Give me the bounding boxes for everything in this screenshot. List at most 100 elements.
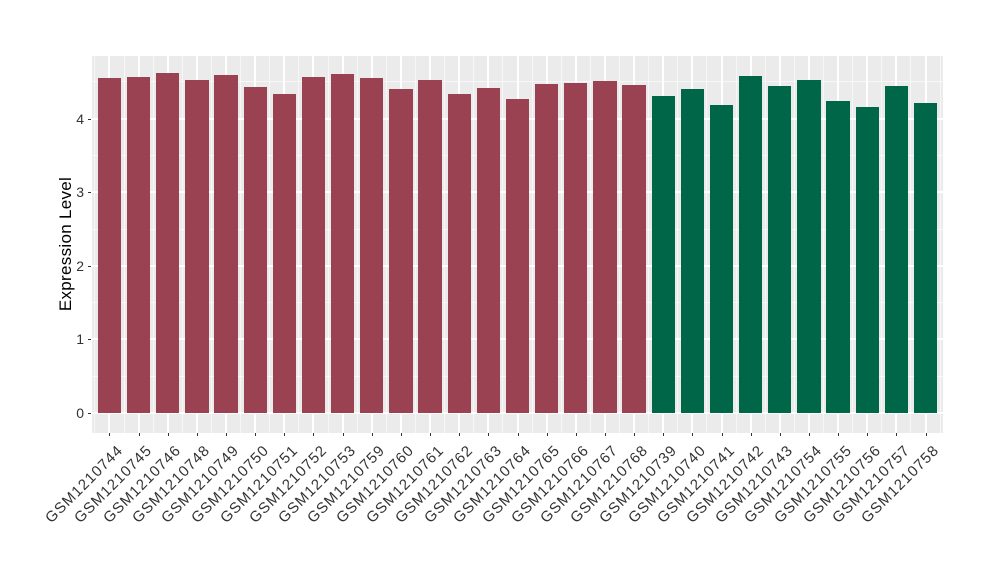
x-tick-mark [196, 433, 198, 436]
bar [330, 74, 355, 414]
bar [360, 78, 384, 414]
bar [884, 86, 909, 414]
y-tick-mark [88, 265, 91, 267]
v-gridline-minor [648, 56, 650, 433]
bar [214, 75, 238, 414]
x-tick-mark [517, 433, 519, 436]
y-tick-label: 3 [76, 184, 84, 201]
bar [797, 79, 821, 414]
v-gridline-minor [793, 56, 795, 433]
v-gridline-minor [735, 56, 737, 433]
x-tick-mark [546, 433, 548, 436]
bar [243, 86, 267, 414]
bar [738, 75, 763, 414]
bar [476, 88, 500, 414]
bar [768, 86, 792, 414]
v-gridline-minor [531, 56, 533, 433]
x-tick-mark [896, 433, 898, 436]
v-gridline-minor [764, 56, 766, 433]
bar [505, 98, 530, 414]
x-tick-mark [167, 433, 169, 436]
v-gridline-minor [269, 56, 271, 433]
x-tick-mark [138, 433, 140, 436]
bar [622, 84, 646, 414]
x-tick-mark [284, 433, 286, 436]
x-tick-mark [575, 433, 577, 436]
v-gridline-minor [152, 56, 154, 433]
bar [534, 83, 559, 414]
x-tick-mark [371, 433, 373, 436]
x-tick-mark [109, 433, 111, 436]
x-tick-mark [488, 433, 490, 436]
y-tick-label: 4 [76, 110, 84, 127]
y-tick-label: 2 [76, 257, 84, 274]
y-tick-label: 0 [76, 405, 84, 422]
v-gridline-minor [298, 56, 300, 433]
v-gridline-minor [502, 56, 504, 433]
x-tick-mark [400, 433, 402, 436]
x-tick-mark [808, 433, 810, 436]
x-tick-mark [838, 433, 840, 436]
v-gridline-minor [240, 56, 242, 433]
bar [301, 77, 326, 414]
x-tick-mark [313, 433, 315, 436]
v-gridline-minor [327, 56, 329, 433]
y-tick-label: 1 [76, 331, 84, 348]
y-tick-mark [88, 192, 91, 194]
bar [185, 79, 209, 414]
chart-panel [92, 56, 943, 433]
x-tick-mark [692, 433, 694, 436]
v-gridline-minor [181, 56, 183, 433]
x-tick-mark [721, 433, 723, 436]
x-tick-mark [750, 433, 752, 436]
x-tick-mark [925, 433, 927, 436]
bar [272, 93, 296, 414]
x-tick-mark [779, 433, 781, 436]
x-tick-mark [663, 433, 665, 436]
v-gridline-minor [939, 56, 941, 433]
bar [564, 82, 588, 414]
v-gridline-minor [706, 56, 708, 433]
v-gridline-minor [356, 56, 358, 433]
v-gridline-minor [852, 56, 854, 433]
v-gridline-minor [94, 56, 96, 433]
x-tick-mark [867, 433, 869, 436]
v-gridline-minor [473, 56, 475, 433]
bar [447, 93, 471, 414]
y-tick-mark [88, 413, 91, 415]
x-tick-mark [430, 433, 432, 436]
bar [156, 72, 180, 414]
bar [855, 106, 879, 414]
x-tick-mark [226, 433, 228, 436]
v-gridline-minor [123, 56, 125, 433]
bar [680, 89, 705, 414]
v-gridline-minor [210, 56, 212, 433]
x-tick-mark [634, 433, 636, 436]
v-gridline-minor [677, 56, 679, 433]
bar [97, 78, 122, 414]
x-tick-mark [255, 433, 257, 436]
y-tick-mark [88, 339, 91, 341]
bar [651, 96, 675, 414]
bar [593, 81, 617, 414]
y-tick-mark [88, 118, 91, 120]
v-gridline-minor [414, 56, 416, 433]
x-tick-mark [604, 433, 606, 436]
bar [418, 79, 442, 414]
bar [826, 100, 850, 414]
v-gridline-minor [560, 56, 562, 433]
bar [389, 89, 413, 414]
bar [709, 105, 734, 414]
bar [126, 77, 151, 414]
x-tick-mark [342, 433, 344, 436]
v-gridline-minor [823, 56, 824, 433]
bar [913, 103, 938, 414]
v-gridline-minor [444, 56, 446, 433]
v-gridline-minor [881, 56, 883, 433]
v-gridline-minor [385, 56, 387, 433]
v-gridline-minor [589, 56, 591, 433]
v-gridline-minor [910, 56, 912, 433]
v-gridline-minor [619, 56, 620, 433]
x-tick-mark [459, 433, 461, 436]
